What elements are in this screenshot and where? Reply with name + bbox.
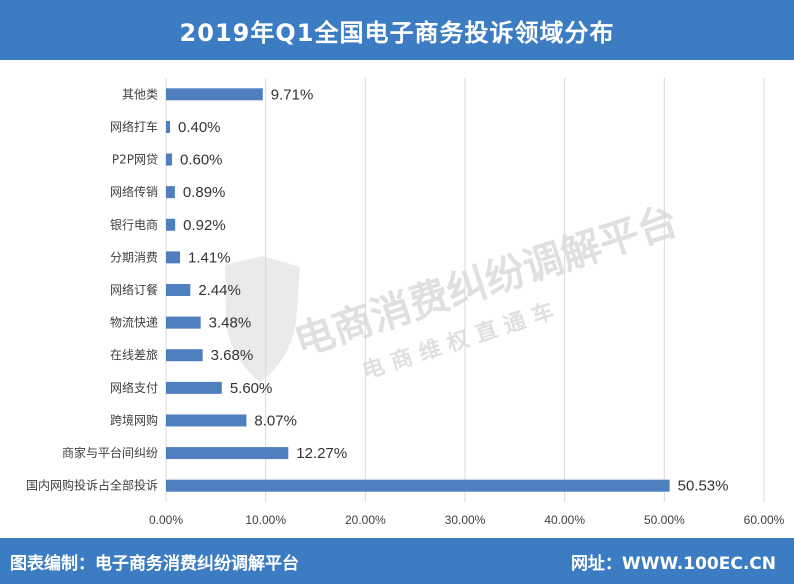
footer-source: 图表编制：电子商务消费纠纷调解平台 <box>10 553 299 574</box>
x-tick-label: 30.00% <box>445 513 486 527</box>
plot-area: 电商消费纠纷调解平台 电 商 维 权 直 通 车 其他类网络打车 P2P网贷网络传… <box>0 60 794 538</box>
footer-website: 网址：WWW.100EC.CN <box>570 553 776 574</box>
bars <box>166 88 670 492</box>
category-label: 网络订餐 <box>110 282 158 297</box>
category-label: 网络打车 <box>110 119 158 134</box>
bar <box>166 316 201 329</box>
x-tick-label: 20.00% <box>345 513 386 527</box>
category-label: 网络支付 <box>110 380 158 395</box>
chart-title: 2019年Q1全国电子商务投诉领域分布 <box>179 18 615 47</box>
x-tick-label: 50.00% <box>644 513 685 527</box>
bar <box>166 447 289 460</box>
bar <box>166 186 175 199</box>
value-label: 9.71% <box>271 86 314 103</box>
bar <box>166 251 181 264</box>
value-label: 0.92% <box>183 217 226 234</box>
value-label: 1.41% <box>188 249 231 266</box>
category-label: 跨境网购 <box>110 412 158 427</box>
title-bar: 2019年Q1全国电子商务投诉领域分布 <box>0 0 794 60</box>
category-label: 网络传销 <box>110 184 158 199</box>
x-axis-ticks: 0.00% 10.00% 20.00% 30.00% 40.00% 50.00% 60.00… <box>149 513 785 527</box>
value-label: 0.40% <box>178 119 221 136</box>
category-label: 在线差旅 <box>110 348 158 362</box>
x-tick-label: 60.00% <box>744 513 785 527</box>
bar <box>166 120 170 133</box>
gridlines <box>165 78 765 502</box>
value-label: 3.48% <box>209 315 252 332</box>
value-label: 5.60% <box>230 380 273 397</box>
bar <box>166 284 191 296</box>
value-label: 0.89% <box>183 184 226 201</box>
x-tick-label: 0.00% <box>149 513 183 527</box>
bar <box>166 381 222 394</box>
value-label: 12.27% <box>296 445 347 462</box>
value-labels: 9.71% 0.40% 0.60% 0.89% 0.92% 1.41% 2.44% 3.48%… <box>178 86 729 494</box>
footer-bar: 图表编制：电子商务消费纠纷调解平台 网址：WWW.100EC.CN <box>0 538 794 584</box>
bar <box>166 88 263 101</box>
value-label: 8.07% <box>254 412 297 429</box>
x-tick-label: 10.00% <box>245 513 286 527</box>
bar <box>166 349 203 362</box>
bar <box>166 153 172 166</box>
category-label: 国内网购投诉占全部投诉 <box>26 478 158 493</box>
bar <box>166 218 176 231</box>
category-label: 其他类 <box>122 87 158 101</box>
category-label: 银行电商 <box>110 217 158 232</box>
value-label: 2.44% <box>198 282 241 299</box>
shield-icon <box>225 256 300 382</box>
value-label: 0.60% <box>180 152 223 169</box>
bar <box>166 414 247 427</box>
category-label: 分期消费 <box>110 250 158 264</box>
value-label: 3.68% <box>211 347 254 364</box>
category-label: 物流快递 <box>110 316 158 330</box>
category-label: 商家与平台间纠纷 <box>62 445 158 460</box>
watermark: 电商消费纠纷调解平台 电 商 维 权 直 通 车 <box>225 198 684 385</box>
x-tick-label: 40.00% <box>544 513 585 527</box>
bar <box>166 479 670 492</box>
value-label: 50.53% <box>678 478 729 495</box>
category-label: P2P网贷 <box>112 153 158 167</box>
